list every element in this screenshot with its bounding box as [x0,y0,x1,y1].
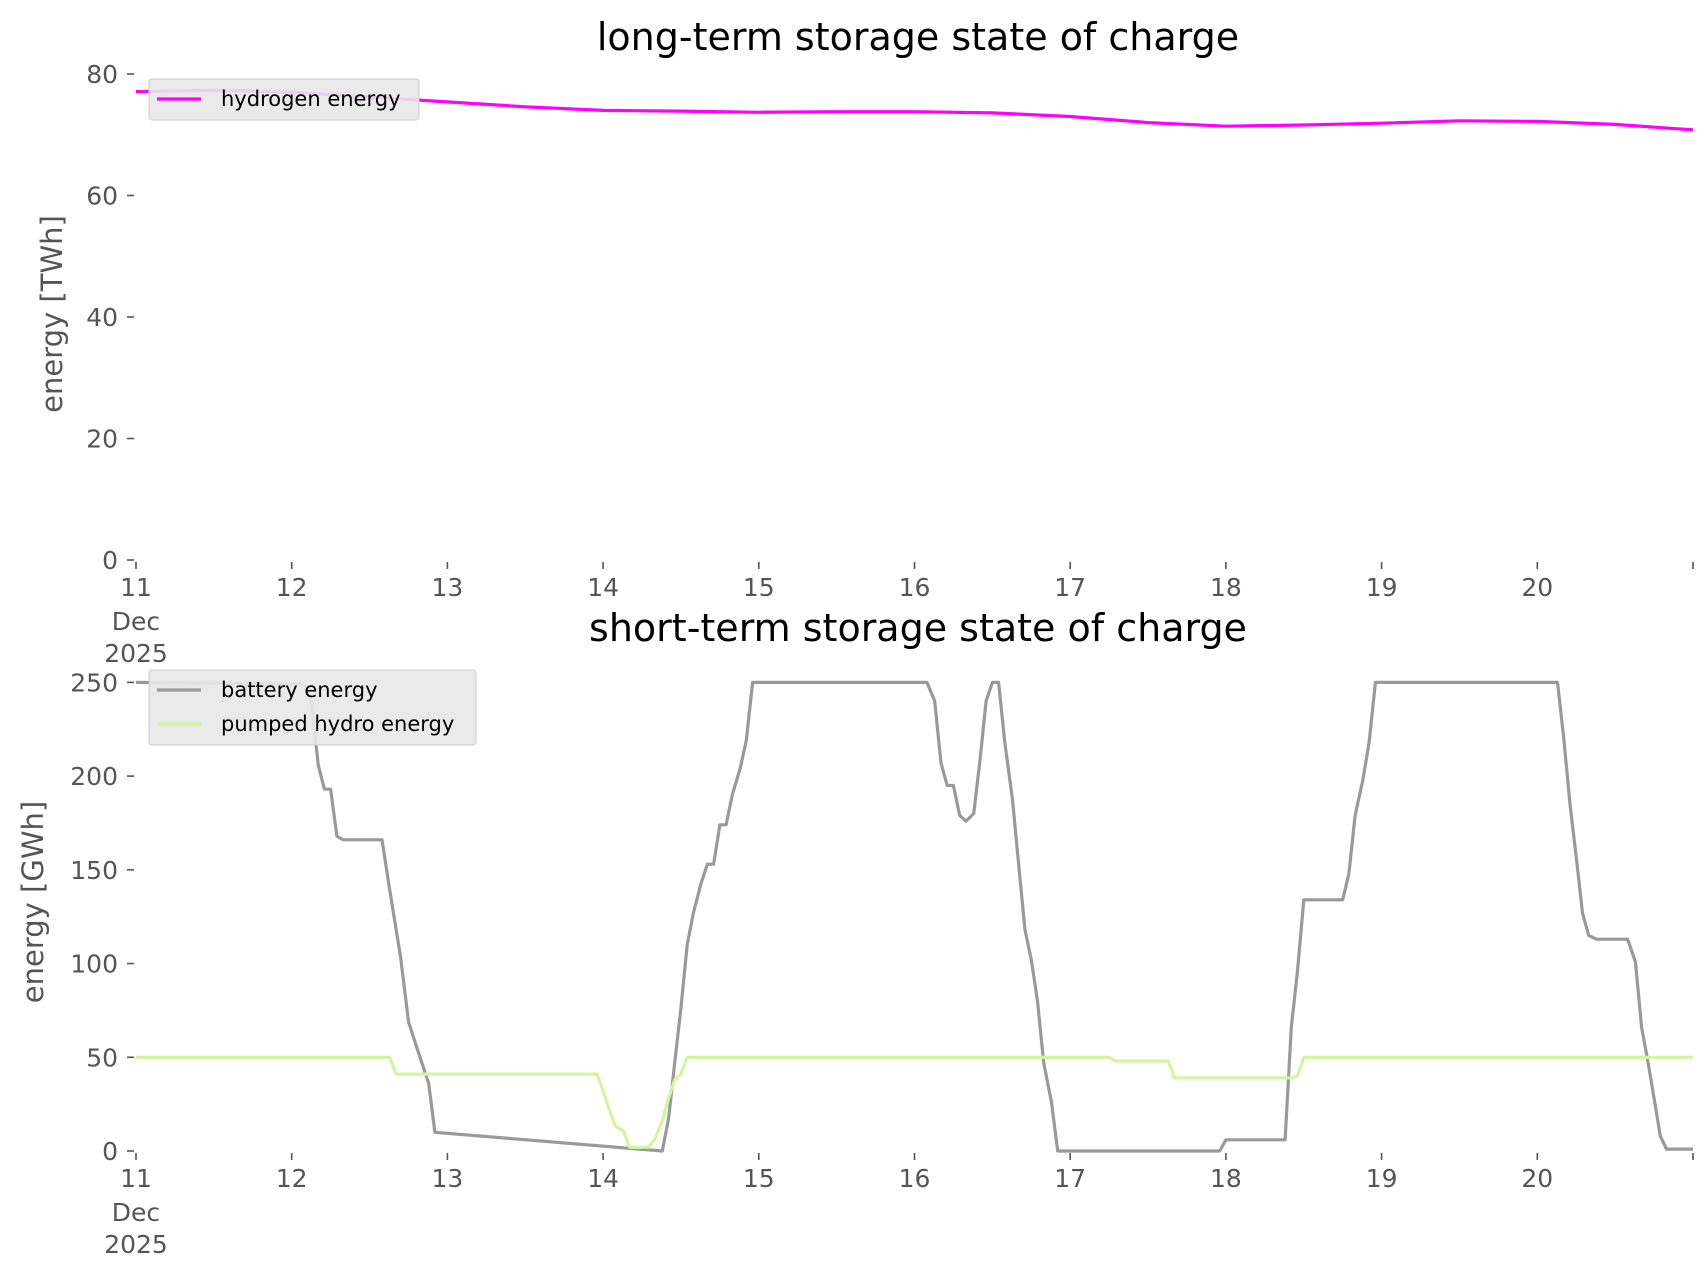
legend-box [148,669,477,746]
y-tick-label: 40 [86,303,118,332]
y-tick-label: 0 [102,546,118,575]
x-tick-label: 20 [1521,1164,1553,1193]
legend: battery energy pumped hydro energy [148,669,477,746]
x-tick-label: 12 [276,1164,308,1193]
y-tick-label: 20 [86,425,118,454]
y-axis-label: energy [TWh] [35,215,69,413]
x-ticks: 11 Dec 2025 12 13 14 15 16 17 18 19 20 [104,562,1694,668]
chart-title: short-term storage state of charge [589,606,1247,650]
x-tick-sublabel: Dec [112,1198,160,1227]
x-tick-sublabel: Dec [112,607,160,636]
y-tick-label: 200 [70,762,118,791]
x-tick-label: 19 [1366,573,1398,602]
x-tick-label: 11 [120,573,152,602]
x-tick-label: 17 [1054,573,1086,602]
y-tick-label: 60 [86,182,118,211]
x-ticks: 11 Dec 2025 12 13 14 15 16 17 18 19 20 [104,1153,1694,1259]
series-lines [135,680,1693,1153]
legend: hydrogen energy [148,78,420,121]
x-tick-label: 15 [743,1164,775,1193]
y-tick-label: 100 [70,950,118,979]
y-tick-label: 150 [70,856,118,885]
legend-entry: pumped hydro energy [221,712,454,736]
y-tick-label: 250 [70,668,118,697]
x-tick-label: 17 [1054,1164,1086,1193]
y-tick-label: 0 [102,1137,118,1166]
legend-entry: battery energy [221,678,378,702]
y-ticks: 0 20 40 60 80 [86,60,134,575]
x-tick-label: 20 [1521,573,1553,602]
x-tick-sublabel: 2025 [104,639,168,668]
x-tick-label: 12 [276,573,308,602]
x-tick-label: 18 [1210,1164,1242,1193]
x-tick-label: 14 [587,573,619,602]
y-ticks: 0 50 100 150 200 250 [70,668,134,1166]
chart-title: long-term storage state of charge [597,15,1239,59]
legend-box [148,78,420,121]
x-tick-label: 13 [431,1164,463,1193]
x-tick-label: 18 [1210,573,1242,602]
short-term-storage-chart: short-term storage state of charge energ… [16,606,1694,1259]
y-tick-label: 80 [86,60,118,89]
x-tick-label: 16 [899,1164,931,1193]
y-axis-label: energy [GWh] [16,801,50,1003]
x-tick-label: 11 [120,1164,152,1193]
x-tick-label: 13 [431,573,463,602]
series-line [135,680,1693,1153]
x-tick-label: 16 [899,573,931,602]
y-tick-label: 50 [86,1043,118,1072]
x-tick-sublabel: 2025 [104,1230,168,1259]
legend-entry: hydrogen energy [221,87,401,111]
long-term-storage-chart: long-term storage state of charge energy… [35,15,1694,668]
x-tick-label: 15 [743,573,775,602]
series-line [136,1055,1693,1149]
x-tick-label: 19 [1366,1164,1398,1193]
x-tick-label: 14 [587,1164,619,1193]
